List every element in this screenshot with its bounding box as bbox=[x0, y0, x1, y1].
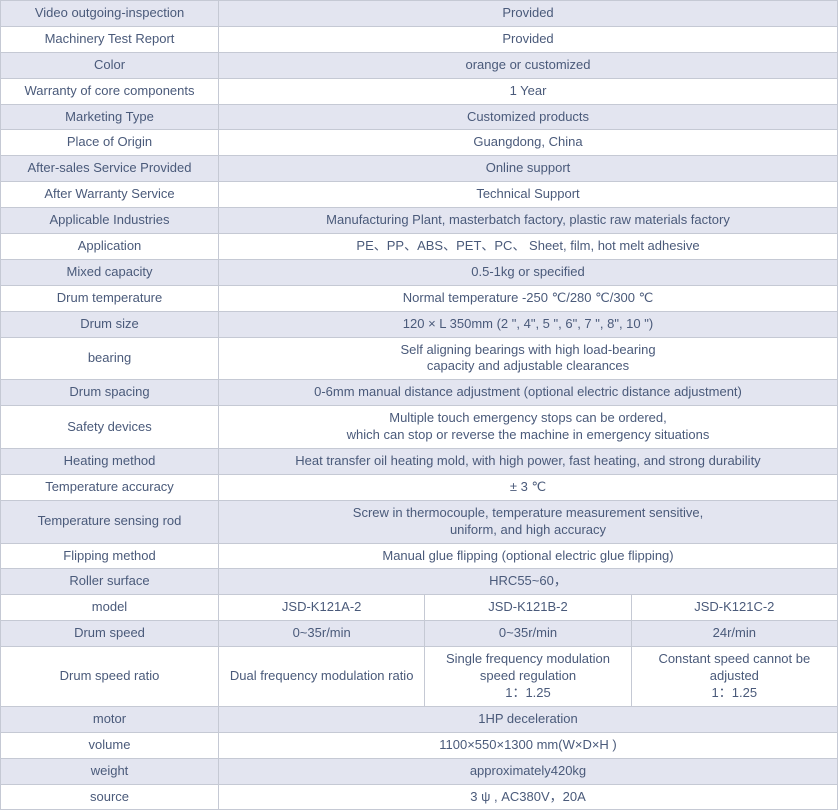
spec-label: Mixed capacity bbox=[1, 259, 219, 285]
table-row: Roller surfaceHRC55~60， bbox=[1, 569, 838, 595]
spec-value: Manufacturing Plant, masterbatch factory… bbox=[219, 208, 838, 234]
spec-label: Video outgoing-inspection bbox=[1, 1, 219, 27]
spec-value: approximately420kg bbox=[219, 758, 838, 784]
spec-value: 0-6mm manual distance adjustment (option… bbox=[219, 380, 838, 406]
spec-value: JSD-K121C-2 bbox=[631, 595, 837, 621]
table-row: Applicable IndustriesManufacturing Plant… bbox=[1, 208, 838, 234]
spec-label: weight bbox=[1, 758, 219, 784]
spec-label: Marketing Type bbox=[1, 104, 219, 130]
spec-value: JSD-K121B-2 bbox=[425, 595, 631, 621]
spec-value: Customized products bbox=[219, 104, 838, 130]
spec-value: Dual frequency modulation ratio bbox=[219, 647, 425, 707]
spec-label: Drum speed bbox=[1, 621, 219, 647]
spec-value: HRC55~60， bbox=[219, 569, 838, 595]
spec-value: Normal temperature -250 ℃/280 ℃/300 ℃ bbox=[219, 285, 838, 311]
table-row: Drum spacing0-6mm manual distance adjust… bbox=[1, 380, 838, 406]
spec-label: Temperature accuracy bbox=[1, 474, 219, 500]
table-row: Drum speed ratioDual frequency modulatio… bbox=[1, 647, 838, 707]
spec-value: 0~35r/min bbox=[425, 621, 631, 647]
spec-label: Safety devices bbox=[1, 406, 219, 449]
spec-value: orange or customized bbox=[219, 52, 838, 78]
spec-value: Manual glue flipping (optional electric … bbox=[219, 543, 838, 569]
spec-table-body: Video outgoing-inspectionProvidedMachine… bbox=[1, 1, 838, 810]
spec-label: Place of Origin bbox=[1, 130, 219, 156]
table-row: Place of OriginGuangdong, China bbox=[1, 130, 838, 156]
spec-label: Drum size bbox=[1, 311, 219, 337]
spec-label: model bbox=[1, 595, 219, 621]
spec-label: Machinery Test Report bbox=[1, 26, 219, 52]
table-row: Flipping methodManual glue flipping (opt… bbox=[1, 543, 838, 569]
spec-value: 24r/min bbox=[631, 621, 837, 647]
table-row: Temperature sensing rodScrew in thermoco… bbox=[1, 500, 838, 543]
table-row: Warranty of core components1 Year bbox=[1, 78, 838, 104]
spec-value: 120 × L 350mm (2 ", 4", 5 ", 6", 7 ", 8"… bbox=[219, 311, 838, 337]
table-row: Marketing TypeCustomized products bbox=[1, 104, 838, 130]
spec-label: volume bbox=[1, 732, 219, 758]
spec-label: Applicable Industries bbox=[1, 208, 219, 234]
spec-value: 3 ψ , AC380V，20A bbox=[219, 784, 838, 810]
table-row: Mixed capacity0.5-1kg or specified bbox=[1, 259, 838, 285]
spec-label: Flipping method bbox=[1, 543, 219, 569]
spec-label: Color bbox=[1, 52, 219, 78]
spec-value: Single frequency modulation speed regula… bbox=[425, 647, 631, 707]
table-row: Video outgoing-inspectionProvided bbox=[1, 1, 838, 27]
table-row: Machinery Test ReportProvided bbox=[1, 26, 838, 52]
spec-value: JSD-K121A-2 bbox=[219, 595, 425, 621]
spec-value: 1100×550×1300 mm(W×D×H ) bbox=[219, 732, 838, 758]
spec-value: PE、PP、ABS、PET、PC、 Sheet, film, hot melt … bbox=[219, 234, 838, 260]
table-row: ApplicationPE、PP、ABS、PET、PC、 Sheet, film… bbox=[1, 234, 838, 260]
table-row: weightapproximately420kg bbox=[1, 758, 838, 784]
spec-label: Warranty of core components bbox=[1, 78, 219, 104]
table-row: motor1HP deceleration bbox=[1, 706, 838, 732]
spec-label: Temperature sensing rod bbox=[1, 500, 219, 543]
spec-value: Screw in thermocouple, temperature measu… bbox=[219, 500, 838, 543]
table-row: volume1100×550×1300 mm(W×D×H ) bbox=[1, 732, 838, 758]
table-row: After-sales Service ProvidedOnline suppo… bbox=[1, 156, 838, 182]
spec-label: After-sales Service Provided bbox=[1, 156, 219, 182]
table-row: Heating methodHeat transfer oil heating … bbox=[1, 449, 838, 475]
table-row: After Warranty ServiceTechnical Support bbox=[1, 182, 838, 208]
spec-value: Multiple touch emergency stops can be or… bbox=[219, 406, 838, 449]
spec-value: ± 3 ℃ bbox=[219, 474, 838, 500]
table-row: Colororange or customized bbox=[1, 52, 838, 78]
spec-value: Heat transfer oil heating mold, with hig… bbox=[219, 449, 838, 475]
table-row: Safety devicesMultiple touch emergency s… bbox=[1, 406, 838, 449]
spec-value: Technical Support bbox=[219, 182, 838, 208]
table-row: Drum temperatureNormal temperature -250 … bbox=[1, 285, 838, 311]
spec-label: Drum speed ratio bbox=[1, 647, 219, 707]
spec-value: Constant speed cannot be adjusted 1：1.25 bbox=[631, 647, 837, 707]
spec-label: bearing bbox=[1, 337, 219, 380]
spec-value: 1HP deceleration bbox=[219, 706, 838, 732]
spec-label: Drum temperature bbox=[1, 285, 219, 311]
spec-label: Drum spacing bbox=[1, 380, 219, 406]
spec-label: After Warranty Service bbox=[1, 182, 219, 208]
table-row: Drum speed0~35r/min0~35r/min24r/min bbox=[1, 621, 838, 647]
spec-value: 0~35r/min bbox=[219, 621, 425, 647]
table-row: Temperature accuracy± 3 ℃ bbox=[1, 474, 838, 500]
spec-value: Provided bbox=[219, 26, 838, 52]
spec-value: 0.5-1kg or specified bbox=[219, 259, 838, 285]
spec-label: Heating method bbox=[1, 449, 219, 475]
spec-value: Provided bbox=[219, 1, 838, 27]
spec-label: source bbox=[1, 784, 219, 810]
table-row: modelJSD-K121A-2JSD-K121B-2JSD-K121C-2 bbox=[1, 595, 838, 621]
spec-value: Self aligning bearings with high load-be… bbox=[219, 337, 838, 380]
spec-label: motor bbox=[1, 706, 219, 732]
table-row: bearingSelf aligning bearings with high … bbox=[1, 337, 838, 380]
spec-table: Video outgoing-inspectionProvidedMachine… bbox=[0, 0, 838, 810]
spec-label: Roller surface bbox=[1, 569, 219, 595]
table-row: source3 ψ , AC380V，20A bbox=[1, 784, 838, 810]
spec-value: 1 Year bbox=[219, 78, 838, 104]
spec-value: Guangdong, China bbox=[219, 130, 838, 156]
spec-value: Online support bbox=[219, 156, 838, 182]
table-row: Drum size120 × L 350mm (2 ", 4", 5 ", 6"… bbox=[1, 311, 838, 337]
spec-label: Application bbox=[1, 234, 219, 260]
